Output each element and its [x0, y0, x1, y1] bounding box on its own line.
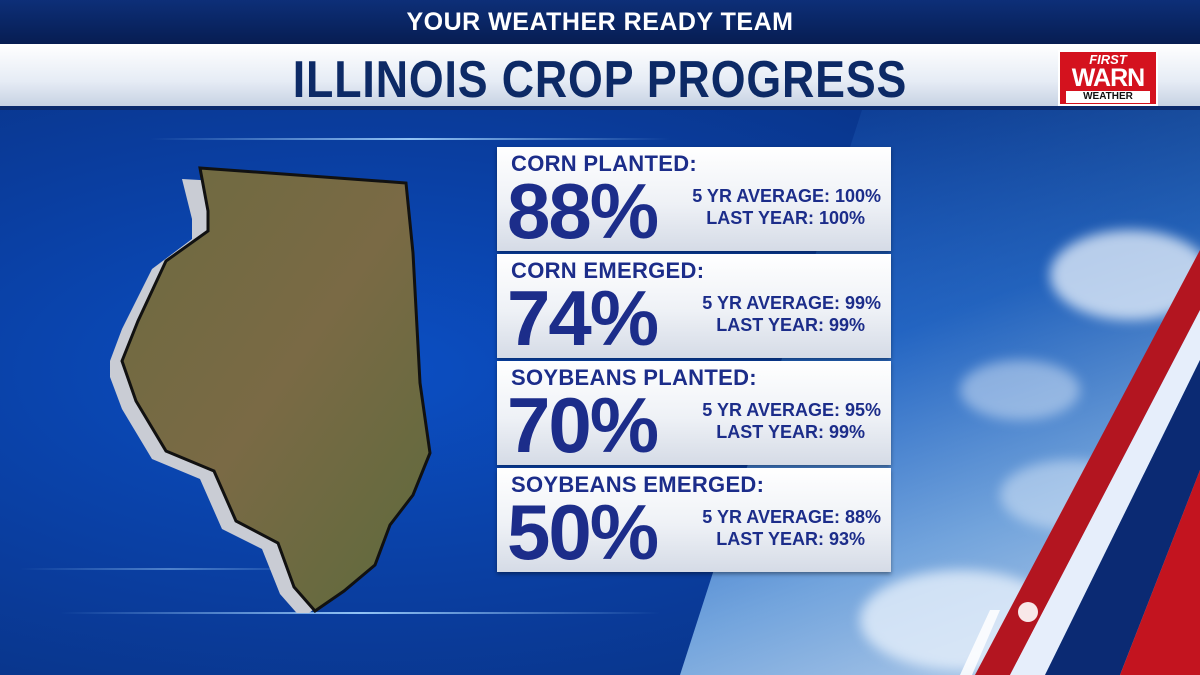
soybeans-planted-card: SOYBEANS PLANTED: 70% 5 YR AVERAGE: 95% … [497, 361, 891, 469]
card-value: 88% [507, 167, 659, 255]
first-warn-weather-logo: FIRST WARN WEATHER [1058, 50, 1158, 106]
card-label: SOYBEANS PLANTED: [511, 365, 757, 390]
card-last-year: LAST YEAR: 99% [716, 315, 865, 335]
light-streak [150, 138, 670, 140]
illinois-map [110, 166, 432, 613]
logo-warn: WARN [1071, 64, 1145, 92]
card-last-year: LAST YEAR: 99% [716, 422, 865, 442]
light-streak [20, 568, 320, 570]
card-label: SOYBEANS EMERGED: [511, 472, 765, 497]
illinois-land [120, 166, 432, 613]
top-bar [0, 0, 1200, 44]
card-value: 74% [507, 274, 659, 362]
card-label: CORN PLANTED: [511, 151, 698, 176]
card-last-year: LAST YEAR: 100% [706, 208, 865, 228]
card-5yr-average: 5 YR AVERAGE: 100% [692, 186, 881, 206]
card-label: CORN EMERGED: [511, 258, 705, 283]
page-title: ILLINOIS CROP PROGRESS [292, 51, 908, 109]
logo-first: FIRST [1089, 52, 1127, 67]
logo-weather: WEATHER [1066, 91, 1150, 103]
card-5yr-average: 5 YR AVERAGE: 88% [702, 507, 881, 527]
title-bar [0, 44, 1200, 110]
team-tagline: YOUR WEATHER READY TEAM [406, 8, 794, 36]
corn-planted-card: CORN PLANTED: 88% 5 YR AVERAGE: 100% LAS… [497, 147, 891, 255]
corn-emerged-card: CORN EMERGED: 74% 5 YR AVERAGE: 99% LAST… [497, 254, 891, 362]
card-value: 50% [507, 488, 659, 576]
light-streak [60, 612, 660, 614]
card-last-year: LAST YEAR: 93% [716, 529, 865, 549]
soybeans-emerged-card: SOYBEANS EMERGED: 50% 5 YR AVERAGE: 88% … [497, 468, 891, 576]
card-5yr-average: 5 YR AVERAGE: 99% [702, 293, 881, 313]
card-5yr-average: 5 YR AVERAGE: 95% [702, 400, 881, 420]
cloud [960, 360, 1080, 420]
card-value: 70% [507, 381, 659, 469]
